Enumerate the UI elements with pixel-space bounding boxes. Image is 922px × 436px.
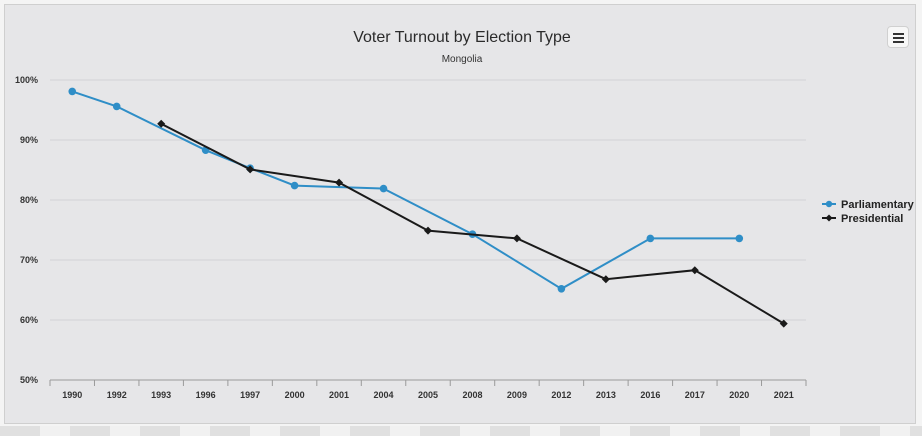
x-tick-label: 2001 <box>329 390 349 400</box>
x-tick-label: 2020 <box>729 390 749 400</box>
x-tick-label: 1992 <box>107 390 127 400</box>
y-tick-label: 100% <box>15 75 38 85</box>
series-line-presidential <box>160 122 785 325</box>
data-point-parliamentary[interactable] <box>68 87 77 96</box>
data-point-parliamentary[interactable] <box>112 102 121 111</box>
data-point-presidential[interactable] <box>157 119 166 128</box>
x-tick-label: 2005 <box>418 390 438 400</box>
y-tick-label: 90% <box>20 135 38 145</box>
y-axis-ticks: 50% 60% 70% 80% 90% 100% <box>15 75 38 385</box>
x-tick-label: 2004 <box>374 390 394 400</box>
data-point-presidential[interactable] <box>512 234 521 243</box>
data-point-presidential[interactable] <box>779 319 788 328</box>
x-tick-label: 2009 <box>507 390 527 400</box>
data-point-parliamentary[interactable] <box>557 285 566 293</box>
x-tick-label: 2000 <box>285 390 305 400</box>
legend-label-parliamentary[interactable]: Parliamentary <box>841 199 915 211</box>
hamburger-menu-icon <box>893 33 904 35</box>
data-point-presidential[interactable] <box>246 165 255 174</box>
legend-marker-presidential[interactable] <box>825 214 833 222</box>
x-axis-ticks: 1990 1992 1993 1996 1997 2000 2001 2004 2005 2008… <box>49 379 807 400</box>
series-line-parliamentary <box>71 90 740 290</box>
chart-menu-button[interactable] <box>887 26 909 48</box>
data-point-parliamentary[interactable] <box>290 181 299 190</box>
legend-label-presidential[interactable]: Presidential <box>841 213 903 225</box>
series-layer <box>68 87 788 328</box>
x-tick-label: 2008 <box>462 390 482 400</box>
data-point-parliamentary[interactable] <box>379 184 388 193</box>
bottom-strip <box>0 426 922 436</box>
x-tick-label: 2012 <box>551 390 571 400</box>
data-point-presidential[interactable] <box>424 226 432 235</box>
y-tick-label: 60% <box>20 315 38 325</box>
y-tick-label: 50% <box>20 375 38 385</box>
x-tick-label: 2021 <box>774 390 794 400</box>
chart-subtitle: Mongolia <box>442 54 483 65</box>
hamburger-menu-icon <box>893 41 904 43</box>
chart-title: Voter Turnout by Election Type <box>353 29 571 46</box>
x-tick-label: 2016 <box>640 390 660 400</box>
hamburger-menu-icon <box>893 37 904 39</box>
y-tick-label: 70% <box>20 255 38 265</box>
data-point-presidential[interactable] <box>601 275 610 284</box>
data-point-presidential[interactable] <box>335 178 344 187</box>
x-tick-label: 1990 <box>62 390 82 400</box>
data-point-parliamentary[interactable] <box>735 234 744 243</box>
x-tick-label: 2013 <box>596 390 616 400</box>
x-tick-label: 2017 <box>685 390 705 400</box>
chart-panel <box>4 4 916 424</box>
legend: Parliamentary Presidential <box>822 199 915 225</box>
y-tick-label: 80% <box>20 195 38 205</box>
x-tick-label: 1993 <box>151 390 171 400</box>
x-tick-label: 1997 <box>240 390 260 400</box>
data-point-presidential[interactable] <box>690 266 699 275</box>
legend-marker-parliamentary[interactable] <box>825 200 833 208</box>
data-point-parliamentary[interactable] <box>646 234 655 243</box>
x-tick-label: 1996 <box>196 390 216 400</box>
